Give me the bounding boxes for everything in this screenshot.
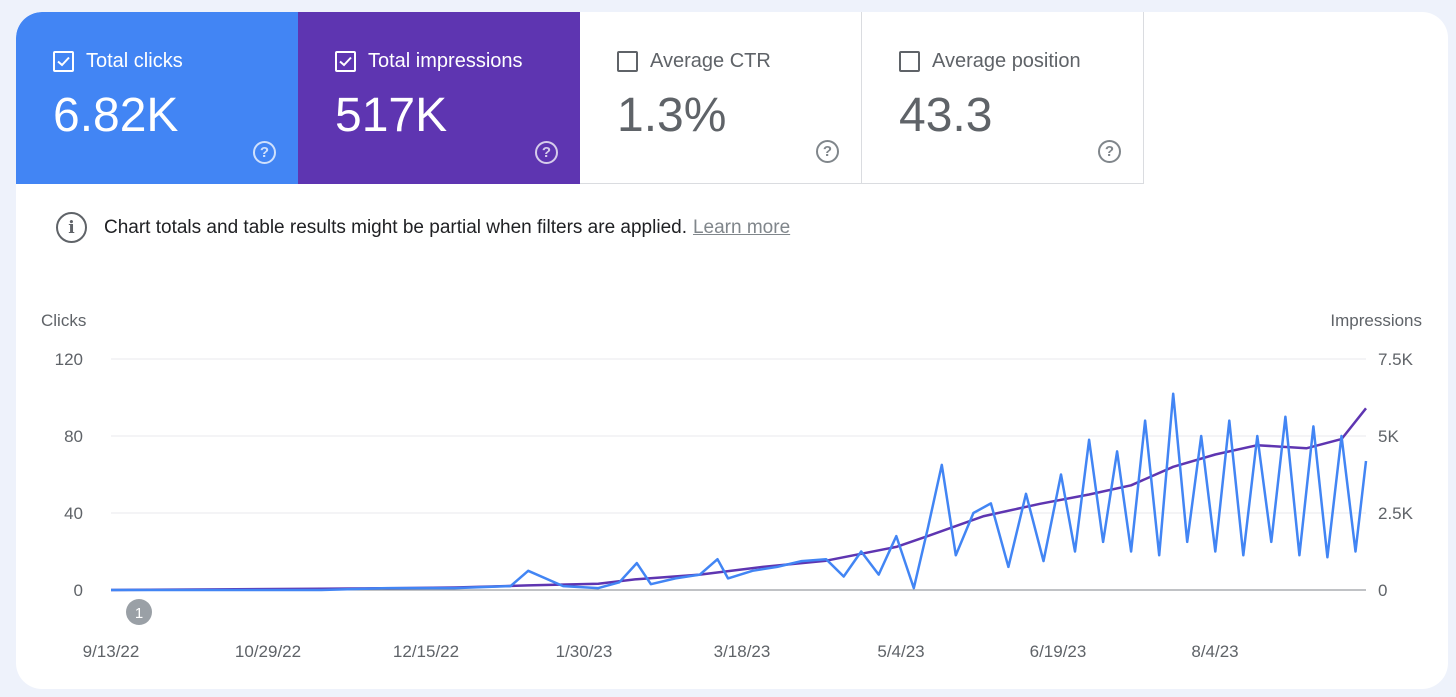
y-axis-right-title: Impressions bbox=[1330, 311, 1422, 330]
y-right-tick-label: 5K bbox=[1378, 427, 1399, 446]
checkbox-checked-icon[interactable] bbox=[53, 51, 74, 72]
metric-value: 1.3% bbox=[617, 89, 727, 142]
y-left-tick-label: 120 bbox=[55, 350, 83, 369]
help-icon[interactable]: ? bbox=[816, 140, 839, 163]
help-icon[interactable]: ? bbox=[535, 141, 558, 164]
x-tick-label: 9/13/22 bbox=[83, 642, 140, 661]
annotation-marker[interactable]: 1 bbox=[126, 599, 152, 625]
metric-card-average-ctr[interactable]: Average CTR 1.3% ? bbox=[580, 12, 862, 184]
checkbox-unchecked-icon[interactable] bbox=[617, 51, 638, 72]
notice-text: Chart totals and table results might be … bbox=[104, 216, 687, 238]
x-tick-label: 1/30/23 bbox=[556, 642, 613, 661]
y-left-tick-label: 40 bbox=[64, 504, 83, 523]
y-left-tick-label: 80 bbox=[64, 427, 83, 446]
x-tick-label: 6/19/23 bbox=[1030, 642, 1087, 661]
x-tick-label: 12/15/22 bbox=[393, 642, 459, 661]
annotation-circle bbox=[126, 599, 152, 625]
series-line-clicks bbox=[111, 392, 1368, 592]
y-right-tick-label: 0 bbox=[1378, 581, 1387, 600]
metric-label: Total clicks bbox=[86, 50, 183, 72]
metric-card-total-impressions[interactable]: Total impressions 517K ? bbox=[298, 12, 580, 184]
checkbox-unchecked-icon[interactable] bbox=[899, 51, 920, 72]
metric-card-total-clicks[interactable]: Total clicks 6.82K ? bbox=[16, 12, 298, 184]
metric-value: 6.82K bbox=[53, 89, 179, 142]
x-tick-label: 8/4/23 bbox=[1191, 642, 1238, 661]
y-right-tick-label: 7.5K bbox=[1378, 350, 1414, 369]
metric-card-average-position[interactable]: Average position 43.3 ? bbox=[862, 12, 1144, 184]
performance-panel: Total clicks 6.82K ? Total impressions 5… bbox=[16, 12, 1448, 689]
learn-more-link[interactable]: Learn more bbox=[692, 216, 791, 238]
metric-label: Total impressions bbox=[368, 50, 523, 72]
info-icon: i bbox=[56, 212, 87, 243]
checkbox-checked-icon[interactable] bbox=[335, 51, 356, 72]
metric-value: 43.3 bbox=[899, 89, 993, 142]
metric-label: Average position bbox=[932, 50, 1081, 72]
performance-chart: 120 80 40 0 7.5K 5K 2.5K 0 9/13/22 10/29/22 12/1… bbox=[41, 311, 1422, 661]
help-icon[interactable]: ? bbox=[1098, 140, 1121, 163]
filter-notice: i Chart totals and table results might b… bbox=[56, 212, 790, 243]
x-tick-label: 3/18/23 bbox=[714, 642, 771, 661]
metric-label: Average CTR bbox=[650, 50, 771, 72]
y-right-tick-label: 2.5K bbox=[1378, 504, 1414, 523]
y-axis-left-title: Clicks bbox=[41, 311, 86, 330]
help-icon[interactable]: ? bbox=[253, 141, 276, 164]
x-tick-label: 10/29/22 bbox=[235, 642, 301, 661]
metric-value: 517K bbox=[335, 89, 448, 142]
annotation-label: 1 bbox=[135, 605, 143, 622]
y-left-tick-label: 0 bbox=[74, 581, 83, 600]
x-tick-label: 5/4/23 bbox=[877, 642, 924, 661]
